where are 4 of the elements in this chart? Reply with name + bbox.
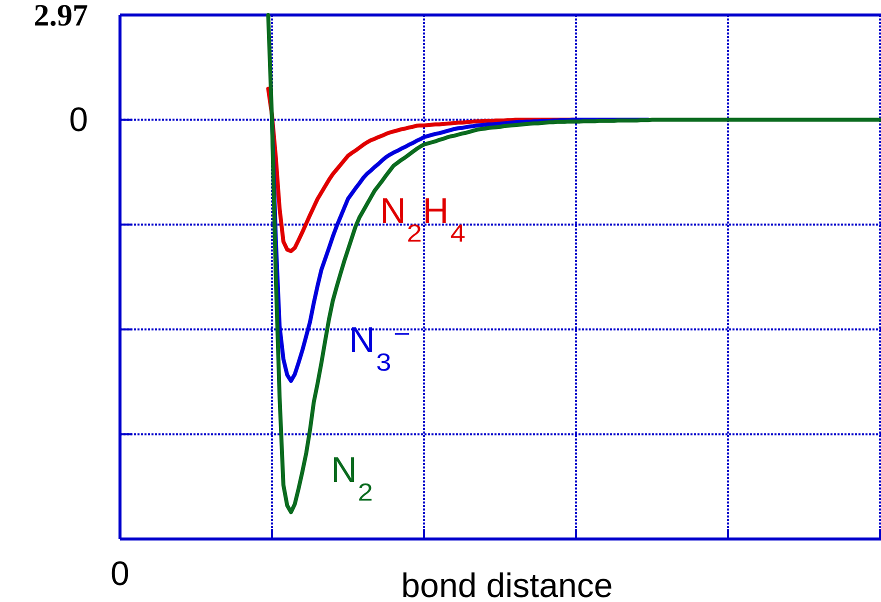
x-axis-title: bond distance — [401, 567, 613, 602]
line-series — [266, 13, 881, 514]
y-tick-label: 2.97 — [34, 0, 88, 32]
text: 0 — [110, 555, 130, 593]
